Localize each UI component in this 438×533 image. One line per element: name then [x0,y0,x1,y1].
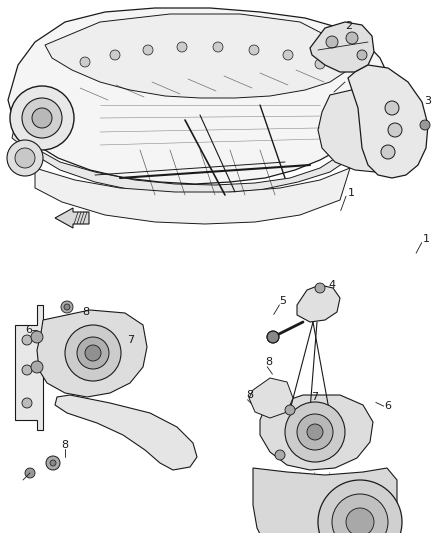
Circle shape [61,301,73,313]
Circle shape [80,57,90,67]
Circle shape [25,468,35,478]
Text: 8: 8 [265,358,272,367]
Polygon shape [35,168,350,224]
Circle shape [64,304,70,310]
Circle shape [177,42,187,52]
Polygon shape [37,310,147,397]
Circle shape [315,283,325,293]
Polygon shape [348,65,428,178]
Text: 7: 7 [127,335,134,345]
Circle shape [15,148,35,168]
Circle shape [22,335,32,345]
Polygon shape [12,115,378,193]
Circle shape [332,494,388,533]
Polygon shape [253,468,397,533]
Text: 8: 8 [82,307,89,317]
Circle shape [275,450,285,460]
Circle shape [213,42,223,52]
Polygon shape [45,14,350,98]
Polygon shape [260,395,373,470]
Circle shape [22,98,62,138]
Circle shape [249,45,259,55]
Text: 5: 5 [279,296,286,306]
Circle shape [326,36,338,48]
Circle shape [285,405,295,415]
Polygon shape [55,208,89,228]
Text: 2: 2 [345,21,352,30]
Circle shape [267,331,279,343]
Circle shape [22,398,32,408]
Circle shape [31,361,43,373]
Circle shape [285,402,345,462]
Circle shape [381,145,395,159]
Text: 4: 4 [328,280,335,290]
Circle shape [346,508,374,533]
Text: 6: 6 [25,326,32,335]
Text: 7: 7 [311,392,318,402]
Circle shape [388,123,402,137]
Text: 8: 8 [246,391,253,400]
Circle shape [110,50,120,60]
Circle shape [31,331,43,343]
Circle shape [7,140,43,176]
Circle shape [283,50,293,60]
Circle shape [385,101,399,115]
Circle shape [50,460,56,466]
Text: 3: 3 [424,96,431,106]
Circle shape [357,50,367,60]
Polygon shape [15,305,43,430]
Circle shape [32,108,52,128]
Text: 1: 1 [347,188,354,198]
Circle shape [346,32,358,44]
Polygon shape [8,8,390,184]
Polygon shape [297,285,340,322]
Circle shape [318,480,402,533]
Polygon shape [318,88,410,172]
Circle shape [77,337,109,369]
Circle shape [22,365,32,375]
Circle shape [85,345,101,361]
Circle shape [10,86,74,150]
Circle shape [307,424,323,440]
Circle shape [315,59,325,69]
Text: 6: 6 [385,401,392,411]
Text: 1: 1 [423,234,430,244]
Text: 8: 8 [61,440,68,450]
Polygon shape [310,22,374,72]
Circle shape [297,414,333,450]
Circle shape [143,45,153,55]
Circle shape [420,120,430,130]
Polygon shape [249,378,293,418]
Circle shape [65,325,121,381]
Circle shape [46,456,60,470]
Polygon shape [55,395,197,470]
